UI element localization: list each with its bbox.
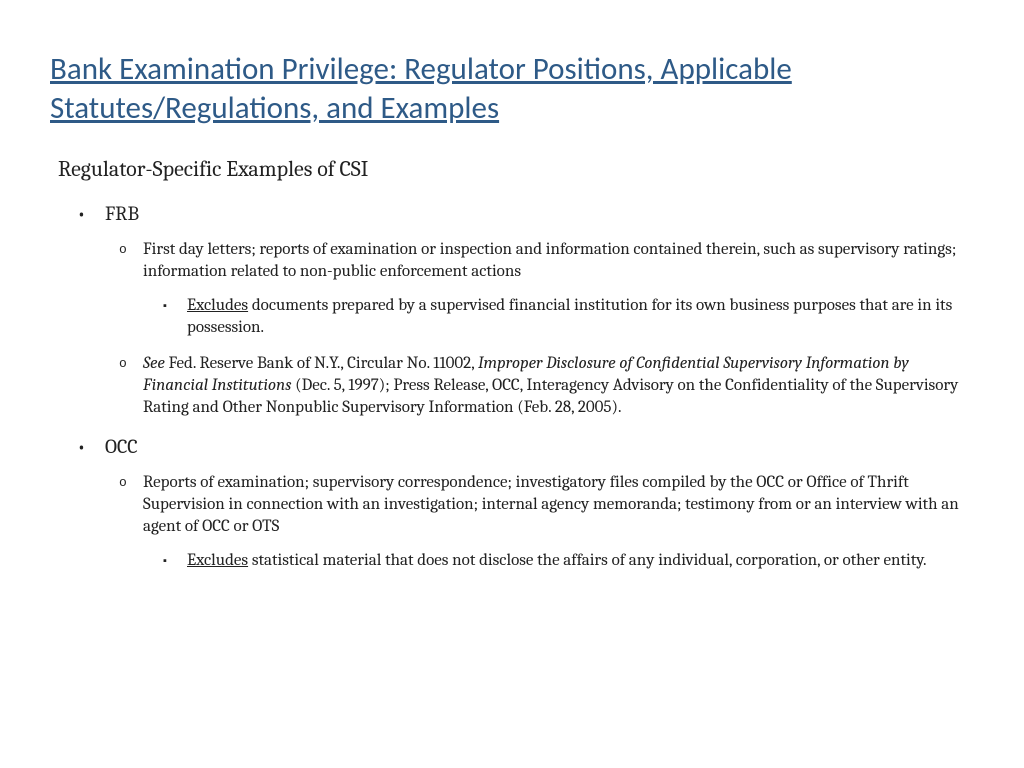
section-header: Regulator-Specific Examples of CSI [58, 156, 974, 182]
occ-label: OCC [105, 435, 138, 458]
frb-see-item: See Fed. Reserve Bank of N.Y., Circular … [143, 353, 974, 419]
slide-container: Bank Examination Privilege: Regulator Po… [0, 0, 1024, 573]
frb-detail-1-text: First day letters; reports of examinatio… [143, 240, 956, 281]
excludes-label: Excludes [187, 551, 248, 570]
excludes-text: documents prepared by a supervised finan… [187, 296, 952, 337]
frb-excludes-item: Excludes documents prepared by a supervi… [187, 295, 964, 339]
occ-detail-1: Reports of examination; supervisory corr… [143, 472, 974, 572]
slide-title: Bank Examination Privilege: Regulator Po… [50, 50, 974, 128]
see-text-1: Fed. Reserve Bank of N.Y., Circular No. … [165, 354, 478, 373]
occ-sublist: Reports of examination; supervisory corr… [105, 472, 974, 572]
frb-label: FRB [105, 202, 139, 225]
occ-item: OCC Reports of examination; supervisory … [105, 435, 974, 572]
see-label: See [143, 354, 165, 373]
frb-item: FRB First day letters; reports of examin… [105, 202, 974, 420]
excludes-label: Excludes [187, 296, 248, 315]
frb-excludes-list: Excludes documents prepared by a supervi… [143, 295, 964, 339]
occ-detail-1-text: Reports of examination; supervisory corr… [143, 473, 959, 536]
occ-excludes-list: Excludes statistical material that does … [143, 550, 964, 572]
occ-excludes-item: Excludes statistical material that does … [187, 550, 964, 572]
bullet-list-level1: FRB First day letters; reports of examin… [50, 202, 974, 573]
frb-sublist: First day letters; reports of examinatio… [105, 239, 974, 420]
excludes-text: statistical material that does not discl… [248, 551, 926, 570]
frb-detail-1: First day letters; reports of examinatio… [143, 239, 974, 339]
